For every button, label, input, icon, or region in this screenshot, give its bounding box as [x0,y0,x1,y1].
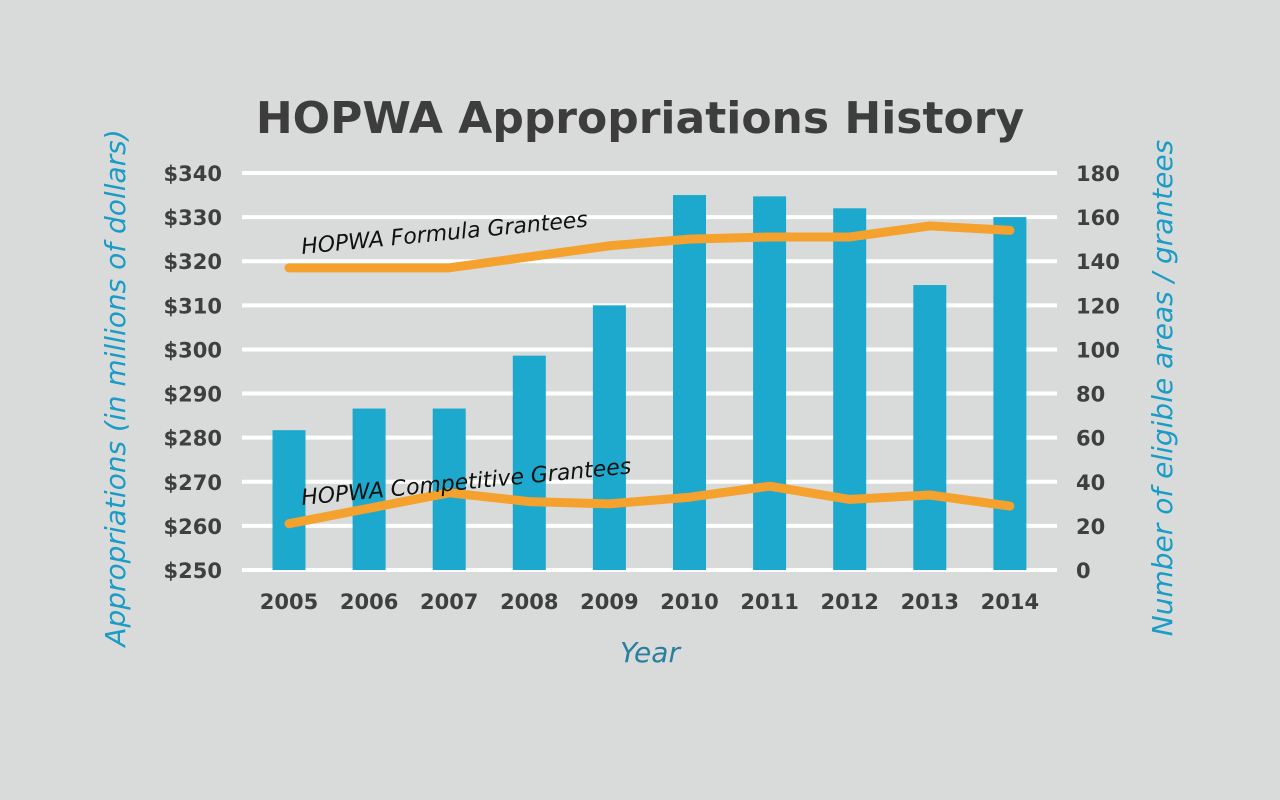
y2-tick-label: 80 [1076,383,1105,407]
y2-tick-label: 20 [1076,515,1105,539]
y-tick-label: $340 [164,162,222,186]
y2-tick-label: 100 [1076,338,1120,362]
y2-tick-label: 0 [1076,559,1091,583]
x-tick-label: 2011 [740,590,798,614]
line-series [284,221,1015,529]
bar [512,355,546,570]
formula-grantees-line [284,221,1015,273]
y2-tick-label: 160 [1076,206,1120,230]
bar [993,217,1027,570]
y-tick-label: $310 [164,294,222,318]
chart-title: HOPWA Appropriations History [256,93,1024,144]
y-tick-label: $280 [164,427,222,451]
bar [833,208,867,571]
x-tick-label: 2008 [500,590,558,614]
x-tick-label: 2006 [340,590,398,614]
right-axis-label: Number of eligible areas / grantees [1146,140,1179,636]
y-tick-label: $320 [164,250,222,274]
y2-tick-label: 120 [1076,294,1120,318]
x-tick-label: 2005 [260,590,318,614]
y-tick-label: $330 [164,206,222,230]
x-axis-ticks: 2005 2006 2007 2008 2009 2010 2011 2012 2013 2014 [260,590,1039,614]
bar [913,285,947,570]
bar [753,196,787,570]
x-tick-label: 2007 [420,590,478,614]
bar [673,195,706,571]
x-tick-label: 2013 [901,590,959,614]
x-tick-label: 2012 [820,590,878,614]
right-axis-ticks: 0 20 40 60 80 100 120 140 160 180 [1076,162,1120,583]
y-tick-label: $270 [164,471,222,495]
bar [352,408,386,570]
left-axis-ticks: $250 $260 $270 $280 $290 $300 $310 $320 $330 $340 [164,162,222,583]
x-tick-label: 2014 [981,590,1039,614]
y2-tick-label: 180 [1076,162,1120,186]
y-tick-label: $300 [164,338,222,362]
y-tick-label: $260 [164,515,222,539]
x-tick-label: 2009 [580,590,638,614]
bar [592,305,626,570]
y2-tick-label: 140 [1076,250,1120,274]
y2-tick-label: 60 [1076,427,1105,451]
y-tick-label: $290 [164,383,222,407]
bar [272,430,306,570]
x-tick-label: 2010 [660,590,718,614]
bar-series [272,195,1027,571]
left-axis-label: Appropriations (in millions of dollars) [99,129,132,648]
y-tick-label: $250 [164,559,222,583]
competitive-grantees-line [284,481,1015,529]
y2-tick-label: 40 [1076,471,1105,495]
x-axis-label: Year [620,636,681,669]
